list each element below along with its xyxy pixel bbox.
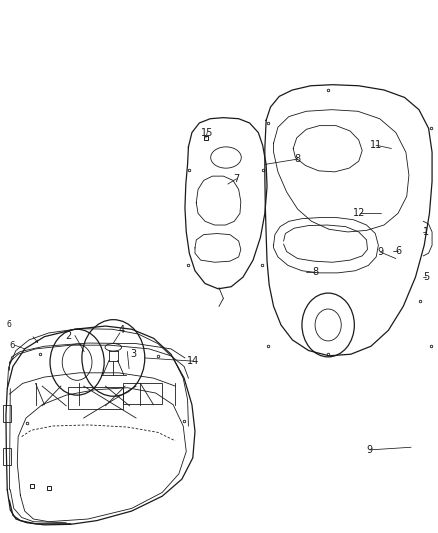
Text: 8: 8	[312, 267, 318, 277]
Text: 4: 4	[119, 325, 125, 335]
Text: 7: 7	[233, 174, 240, 184]
Text: 6: 6	[395, 246, 401, 255]
Text: 11: 11	[370, 140, 382, 150]
Text: 6: 6	[9, 341, 14, 350]
Text: 5: 5	[423, 272, 430, 282]
Text: 9: 9	[367, 445, 373, 455]
Text: 14: 14	[187, 356, 199, 366]
Text: 2: 2	[65, 330, 71, 341]
Text: 15: 15	[201, 127, 213, 138]
Text: 6: 6	[7, 320, 12, 329]
Text: 1: 1	[424, 227, 429, 237]
Text: 12: 12	[353, 208, 366, 219]
Text: 9: 9	[378, 247, 384, 257]
Text: 8: 8	[294, 154, 300, 164]
Text: 3: 3	[131, 349, 137, 359]
